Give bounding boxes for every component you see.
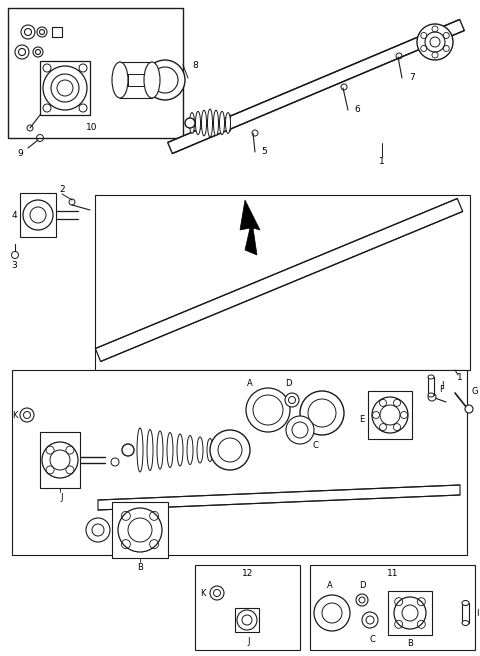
Circle shape [122, 444, 134, 456]
Circle shape [210, 586, 224, 600]
Bar [368, 391, 412, 439]
Text: B: B [137, 562, 143, 571]
Text: 2: 2 [59, 186, 65, 194]
Ellipse shape [187, 436, 193, 464]
Text: F: F [440, 384, 444, 394]
Text: 4: 4 [11, 211, 17, 220]
Circle shape [362, 612, 378, 628]
Circle shape [37, 27, 47, 37]
Text: D: D [285, 379, 291, 388]
Polygon shape [240, 200, 260, 255]
Ellipse shape [226, 113, 230, 133]
Text: 6: 6 [354, 106, 360, 115]
Text: I: I [441, 382, 443, 390]
Text: G: G [472, 386, 478, 396]
Bar [20, 193, 56, 237]
Text: 1: 1 [457, 373, 463, 382]
Ellipse shape [202, 110, 206, 136]
Circle shape [314, 595, 350, 631]
Bar [388, 591, 432, 635]
Text: C: C [312, 440, 318, 449]
Text: A: A [327, 581, 333, 590]
Bar [195, 565, 300, 650]
Text: 7: 7 [409, 73, 415, 83]
Circle shape [285, 393, 299, 407]
Ellipse shape [462, 600, 469, 605]
Text: 5: 5 [261, 148, 267, 157]
Bar [235, 608, 259, 632]
Circle shape [111, 458, 119, 466]
Text: I: I [476, 609, 478, 617]
Circle shape [23, 200, 53, 230]
Circle shape [21, 25, 35, 39]
Text: 8: 8 [192, 60, 198, 70]
Polygon shape [120, 62, 152, 98]
Circle shape [356, 594, 368, 606]
Text: 10: 10 [86, 123, 98, 133]
Ellipse shape [207, 109, 213, 137]
Ellipse shape [197, 437, 203, 463]
Ellipse shape [462, 621, 469, 626]
Bar [112, 502, 168, 558]
Circle shape [394, 597, 426, 629]
Text: J: J [61, 493, 63, 502]
Circle shape [145, 60, 185, 100]
Ellipse shape [219, 112, 225, 134]
Text: 1: 1 [379, 157, 385, 167]
Ellipse shape [195, 112, 201, 134]
Text: A: A [247, 379, 253, 388]
Ellipse shape [167, 432, 173, 468]
Text: K: K [12, 411, 18, 419]
Circle shape [428, 393, 436, 401]
Circle shape [86, 518, 110, 542]
Ellipse shape [157, 431, 163, 469]
Text: J: J [248, 638, 250, 647]
Text: D: D [359, 581, 365, 590]
Bar [40, 432, 80, 488]
Text: K: K [200, 588, 206, 598]
Text: C: C [369, 636, 375, 644]
Bar [12, 370, 467, 555]
Circle shape [42, 442, 78, 478]
Ellipse shape [190, 113, 194, 133]
Text: 3: 3 [11, 260, 17, 270]
Circle shape [185, 118, 195, 128]
Text: 9: 9 [17, 148, 23, 157]
Ellipse shape [177, 434, 183, 466]
Ellipse shape [147, 430, 153, 470]
Polygon shape [96, 199, 463, 361]
Ellipse shape [214, 110, 218, 136]
Text: 12: 12 [242, 569, 253, 577]
Bar [95, 195, 470, 370]
Circle shape [33, 47, 43, 57]
Ellipse shape [137, 428, 143, 472]
Bar [462, 603, 469, 623]
Polygon shape [168, 20, 464, 154]
Circle shape [237, 610, 257, 630]
Polygon shape [98, 485, 460, 510]
Ellipse shape [428, 375, 434, 379]
Bar [40, 61, 90, 115]
Circle shape [300, 391, 344, 435]
Circle shape [43, 66, 87, 110]
Circle shape [372, 397, 408, 433]
Circle shape [210, 430, 250, 470]
Ellipse shape [428, 393, 434, 397]
Circle shape [286, 416, 314, 444]
Circle shape [246, 388, 290, 432]
Circle shape [20, 408, 34, 422]
Circle shape [15, 45, 29, 59]
Bar [8, 8, 183, 138]
Text: E: E [360, 415, 365, 424]
Ellipse shape [112, 62, 128, 98]
Circle shape [465, 405, 473, 413]
Text: B: B [407, 638, 413, 647]
Bar [428, 377, 434, 395]
Text: 11: 11 [387, 569, 398, 577]
Bar [310, 565, 475, 650]
Circle shape [118, 508, 162, 552]
Ellipse shape [207, 438, 213, 462]
Ellipse shape [144, 62, 160, 98]
Circle shape [417, 24, 453, 60]
